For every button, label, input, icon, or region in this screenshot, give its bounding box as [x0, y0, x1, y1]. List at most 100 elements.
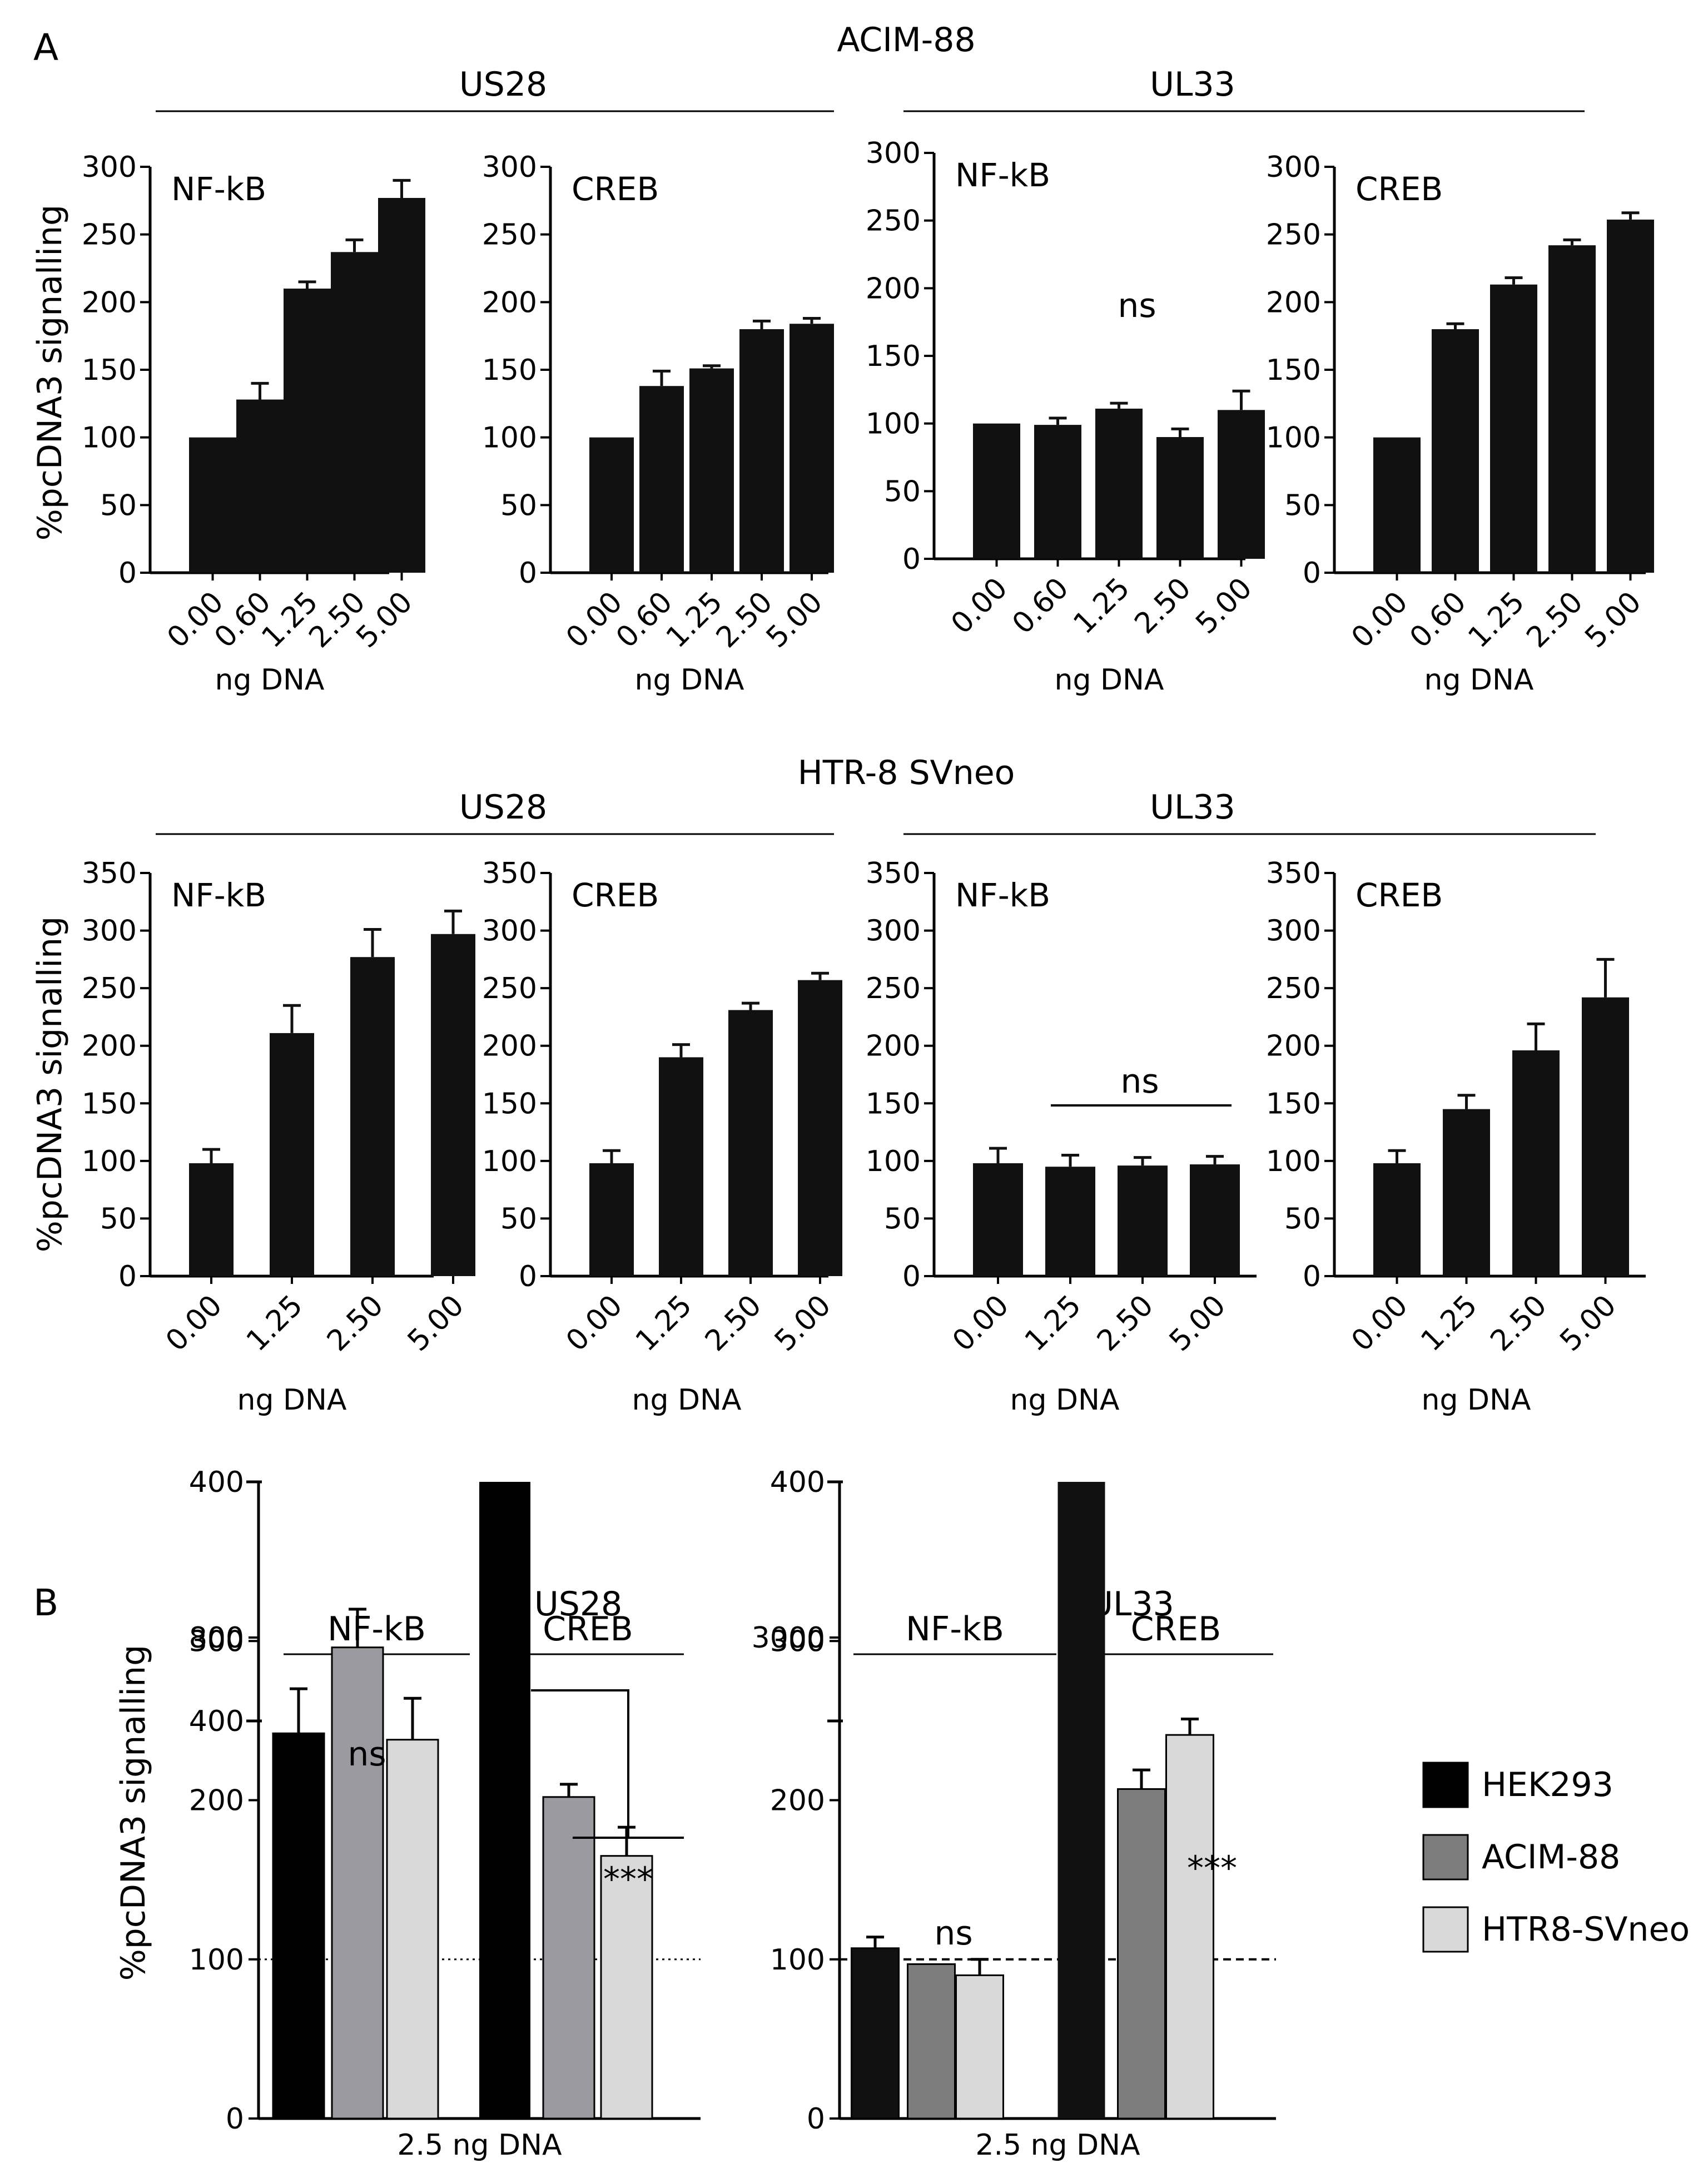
p6-x-tick-label: 0.00: [560, 1289, 629, 1358]
b1-group-label: NF-kB: [327, 1610, 426, 1649]
p2-x-tick-label: 5.00: [760, 586, 829, 654]
p7-y-tick-label: 300: [866, 915, 921, 948]
legend-label-hek293: HEK293: [1482, 1765, 1613, 1804]
p6-bar-0.00: [589, 1163, 634, 1276]
p5-reporter-label: NF-kB: [171, 876, 266, 914]
p6-x-tick-label: 5.00: [768, 1289, 837, 1358]
p8-bar-2.50: [1512, 1050, 1560, 1276]
b2-upper-y-tick-label: 3000: [752, 1621, 825, 1655]
p2-y-tick-label: 100: [482, 421, 537, 455]
p2-x-tick-label: 1.25: [660, 586, 729, 654]
p4-x-tick-label: 0.60: [1403, 586, 1472, 654]
p4-bar-0.60: [1432, 329, 1479, 573]
p5-bar-1.25: [270, 1033, 314, 1276]
p2-y-tick-label: 300: [482, 151, 537, 184]
p7-bar-5.00: [1190, 1164, 1240, 1276]
p3-y-tick-label: 0: [902, 543, 921, 576]
p3-x-tick-label: 0.60: [1006, 572, 1075, 641]
p4-x-tick-label: 5.00: [1578, 586, 1647, 654]
p2-bar-2.50: [739, 329, 784, 573]
p7-significance-label: ns: [1120, 1062, 1159, 1101]
p1-y-tick-label: 300: [82, 151, 137, 184]
p8-reporter-label: CREB: [1356, 876, 1443, 914]
b2-x-axis-label: 2.5 ng DNA: [975, 2129, 1140, 2162]
p8-bar-1.25: [1443, 1109, 1490, 1276]
p7-x-tick-label: 2.50: [1091, 1289, 1160, 1358]
p8-y-tick-label: 0: [1303, 1260, 1321, 1293]
p2-bar-1.25: [689, 368, 734, 573]
p7-x-tick-label: 0.00: [946, 1289, 1015, 1358]
b1-y-tick-label: 200: [189, 1784, 244, 1818]
p2-x-tick-label: 0.60: [610, 586, 679, 654]
p8-bar-5.00: [1582, 997, 1629, 1276]
p5-bar-0.00: [189, 1163, 234, 1276]
p8-y-tick-label: 100: [1266, 1145, 1321, 1178]
row1-ul33-header: UL33: [1150, 65, 1235, 104]
p6-x-tick-label: 1.25: [629, 1289, 698, 1358]
p4-bar-0.00: [1373, 437, 1421, 573]
b2-group-label: CREB: [1131, 1610, 1222, 1649]
p4-y-tick-label: 250: [1266, 219, 1321, 252]
p1-bar-0.00: [189, 437, 236, 573]
b2-group-label: NF-kB: [906, 1610, 1004, 1649]
p7-y-tick-label: 100: [866, 1145, 921, 1178]
p7-y-tick-label: 350: [866, 857, 921, 890]
b1-bar-nfkb-acim88: [331, 1646, 384, 2120]
p4-x-tick-label: 0.00: [1345, 586, 1414, 654]
p1-y-tick-label: 100: [82, 421, 137, 455]
legend-swatch-acim88: [1422, 1834, 1469, 1881]
p4-x-tick-label: 2.50: [1520, 586, 1589, 654]
p8-bar-0.00: [1373, 1163, 1421, 1276]
p6-y-tick-label: 50: [500, 1202, 537, 1236]
p3-reporter-label: NF-kB: [955, 156, 1050, 194]
p3-bar-0.60: [1034, 425, 1081, 559]
b1-bar-nfkb-htr8svneo: [386, 1739, 439, 2120]
b2-y-tick-label: 400: [770, 1466, 825, 1499]
row2-y-axis-label: %pcDNA3 signalling: [31, 916, 69, 1252]
p7-x-tick-label: 1.25: [1019, 1289, 1088, 1358]
legend-label-htr8svneo: HTR8-SVneo: [1482, 1910, 1690, 1949]
p5-y-tick-label: 250: [82, 972, 137, 1005]
p4-x-tick-label: 1.25: [1462, 586, 1531, 654]
p2-y-tick-label: 0: [519, 557, 537, 590]
p1-y-tick-label: 50: [100, 489, 137, 522]
p6-x-axis-label: ng DNA: [632, 1383, 741, 1417]
p8-x-tick-label: 1.25: [1414, 1289, 1483, 1358]
p2-bar-5.00: [790, 324, 834, 573]
b1-bar-creb-hek293: [479, 1482, 530, 2119]
p8-y-tick-label: 350: [1266, 857, 1321, 890]
legend-swatch-htr8svneo: [1422, 1906, 1469, 1953]
p3-bar-5.00: [1218, 410, 1265, 559]
p7-y-tick-label: 150: [866, 1087, 921, 1120]
p1-x-tick-label: 5.00: [350, 586, 419, 654]
p7-bar-2.50: [1118, 1165, 1168, 1276]
p4-x-axis-label: ng DNA: [1424, 663, 1533, 697]
p1-bar-0.60: [236, 399, 284, 573]
p5-x-tick-label: 5.00: [401, 1289, 470, 1358]
b2-y-tick-label: 300: [770, 1625, 825, 1658]
p4-y-tick-label: 200: [1266, 286, 1321, 319]
p2-y-tick-label: 50: [500, 489, 537, 522]
p1-bar-5.00: [378, 197, 425, 573]
p3-y-tick-label: 250: [866, 205, 921, 238]
p1-x-axis-label: ng DNA: [215, 663, 324, 697]
p4-y-tick-label: 300: [1266, 151, 1321, 184]
p3-y-tick-label: 300: [866, 137, 921, 170]
b1-nfkb-significance: ns: [347, 1735, 386, 1774]
p5-y-tick-label: 350: [82, 857, 137, 890]
p2-y-tick-label: 250: [482, 219, 537, 252]
plots-group: 050100150200250300NF-kB0.000.601.252.505…: [82, 137, 1690, 2162]
p5-bar-2.50: [350, 957, 395, 1276]
p6-y-tick-label: 300: [482, 915, 537, 948]
b1-significance-bracket: [531, 1689, 629, 1838]
p7-bar-1.25: [1045, 1167, 1095, 1276]
p6-y-tick-label: 150: [482, 1087, 537, 1120]
b1-y-tick-label: 400: [189, 1466, 244, 1499]
p8-x-axis-label: ng DNA: [1421, 1383, 1531, 1417]
p2-x-axis-label: ng DNA: [634, 663, 744, 697]
p1-y-tick-label: 250: [82, 219, 137, 252]
p1-y-tick-label: 150: [82, 354, 137, 387]
p8-y-tick-label: 200: [1266, 1030, 1321, 1063]
p3-x-tick-label: 5.00: [1189, 572, 1258, 641]
p1-reporter-label: NF-kB: [171, 170, 266, 208]
